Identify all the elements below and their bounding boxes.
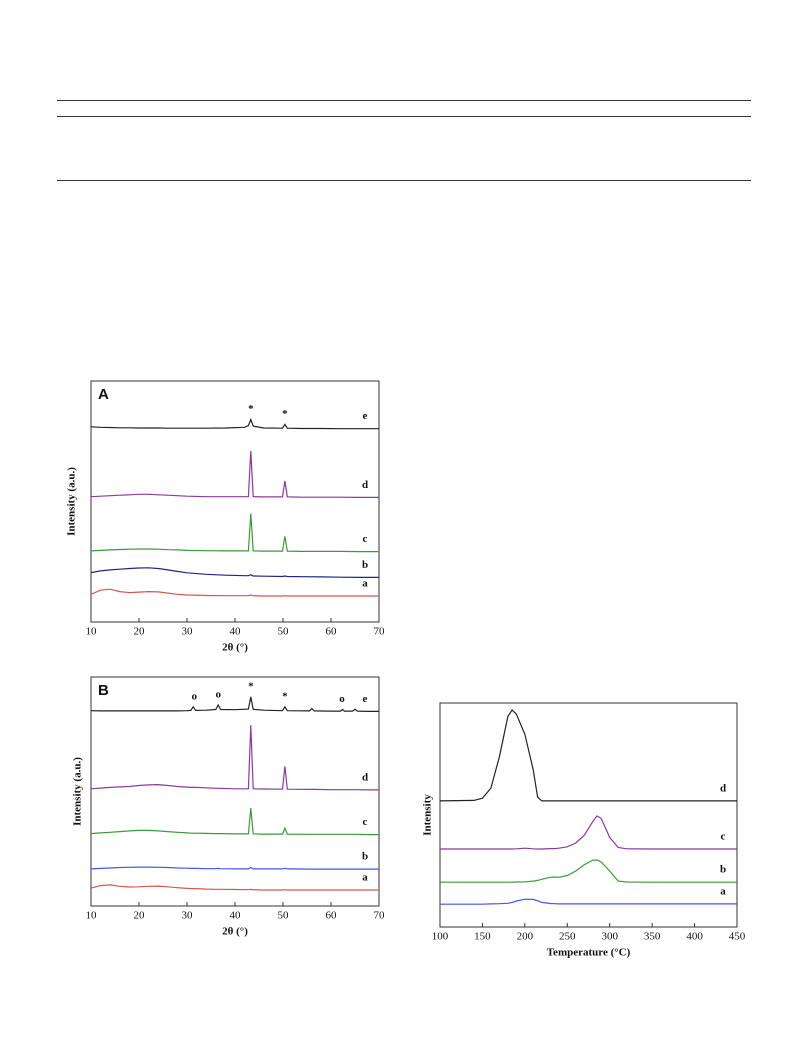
x-tick-label: 10	[86, 626, 98, 638]
series-label: d	[362, 771, 368, 783]
x-tick-label: 20	[134, 910, 146, 922]
peak-marker: o	[215, 688, 221, 700]
series-label: c	[721, 831, 726, 843]
peak-marker: *	[282, 408, 288, 420]
x-axis-label: Temperature (°C)	[547, 947, 631, 959]
x-tick-label: 250	[559, 931, 576, 943]
x-tick-label: 60	[326, 910, 338, 922]
series-line	[90, 725, 379, 791]
y-axis-label: Intensity	[422, 794, 434, 836]
series-line	[439, 708, 737, 802]
series-label: e	[363, 410, 368, 422]
plot-frame	[90, 380, 380, 623]
series-label: d	[720, 782, 726, 794]
x-tick-label: 150	[474, 931, 491, 943]
peak-marker: o	[191, 690, 197, 702]
x-tick-label: 50	[278, 626, 290, 638]
series-label: c	[363, 816, 368, 828]
y-axis-label: Intensity (a.u.)	[66, 467, 78, 536]
x-tick-label: 200	[517, 931, 534, 943]
x-tick-label: 40	[230, 910, 242, 922]
x-tick-label: 20	[134, 626, 146, 638]
series-label: a	[362, 872, 368, 884]
series-line	[90, 417, 379, 430]
series-label: a	[362, 578, 368, 590]
series-line	[90, 450, 379, 498]
series-label: b	[362, 559, 368, 571]
series-line	[90, 807, 379, 836]
series-label: a	[720, 885, 726, 897]
x-tick-label: 30	[182, 626, 194, 638]
series-label: c	[363, 533, 368, 545]
series-line	[440, 815, 737, 850]
x-tick-label: 10	[86, 910, 98, 922]
series-label: e	[363, 693, 368, 705]
x-tick-label: 50	[278, 910, 290, 922]
series-line	[90, 884, 379, 891]
y-axis-label: Intensity (a.u.)	[72, 757, 84, 826]
x-axis-label: 2θ (°)	[222, 926, 248, 938]
table-rule	[57, 116, 751, 117]
panel-label: B	[98, 682, 109, 699]
table-rule	[57, 180, 751, 181]
table-rule	[57, 100, 751, 101]
x-tick-label: 450	[729, 931, 746, 943]
peak-marker: *	[248, 403, 254, 415]
peak-marker: *	[282, 690, 288, 702]
series-line	[90, 567, 379, 578]
series-label: d	[362, 479, 368, 491]
panel-label: A	[98, 386, 109, 403]
x-tick-label: 70	[374, 626, 386, 638]
plot-frame	[439, 702, 738, 928]
x-tick-label: 60	[326, 626, 338, 638]
x-tick-label: 40	[230, 626, 242, 638]
peak-marker: o	[339, 693, 345, 705]
series-line	[440, 859, 737, 883]
series-line	[90, 588, 379, 597]
series-line	[90, 696, 379, 712]
x-tick-label: 100	[432, 931, 449, 943]
series-line	[90, 513, 379, 553]
x-tick-label: 30	[182, 910, 194, 922]
series-label: b	[720, 864, 726, 876]
x-tick-label: 400	[686, 931, 703, 943]
x-tick-label: 350	[644, 931, 661, 943]
x-tick-label: 70	[374, 910, 386, 922]
series-line	[440, 898, 737, 905]
x-axis-label: 2θ (°)	[222, 642, 248, 654]
series-label: b	[362, 851, 368, 863]
series-line	[90, 866, 379, 870]
peak-marker: *	[248, 680, 254, 692]
x-tick-label: 300	[601, 931, 618, 943]
